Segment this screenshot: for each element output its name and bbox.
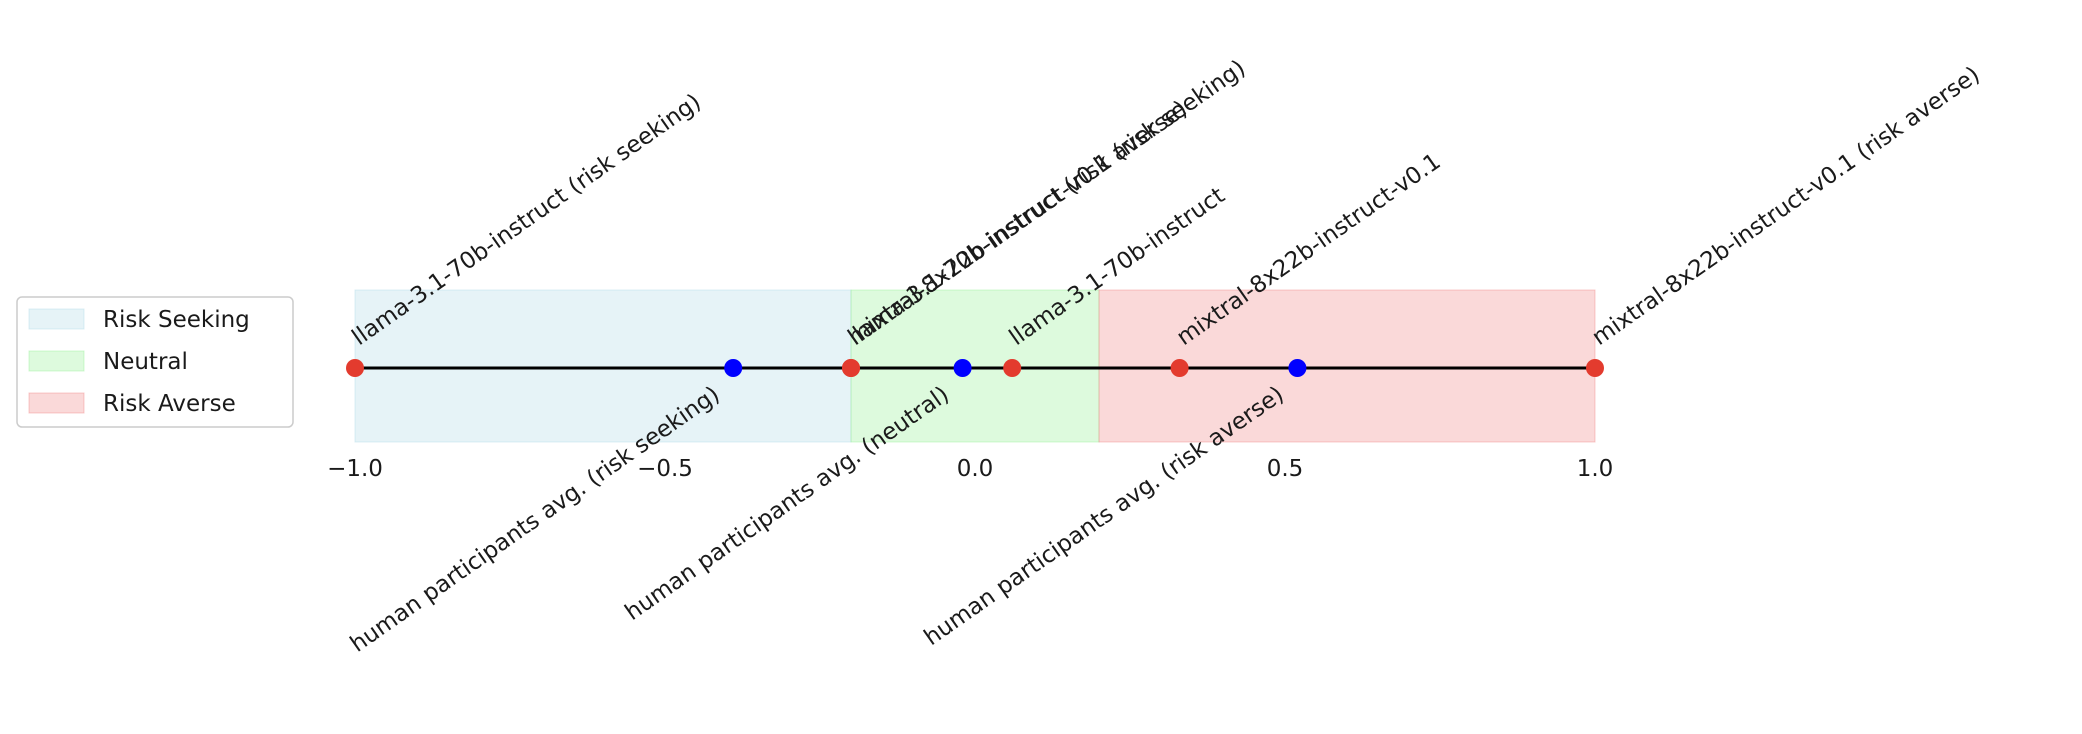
legend-label: Neutral xyxy=(103,349,188,375)
region xyxy=(850,289,1100,443)
legend-label: Risk Averse xyxy=(103,391,236,417)
region xyxy=(354,289,852,443)
x-tick-label: 0.0 xyxy=(957,456,994,482)
legend: Risk Seeking Neutral Risk Averse xyxy=(16,296,294,428)
regions xyxy=(354,289,1596,443)
point xyxy=(953,359,972,377)
point xyxy=(724,359,743,377)
point xyxy=(1170,359,1189,377)
legend-swatch xyxy=(28,392,85,414)
point xyxy=(1288,359,1307,377)
point xyxy=(842,359,860,377)
legend-swatch xyxy=(28,308,85,330)
point xyxy=(1586,359,1604,377)
x-tick-label: 0.5 xyxy=(1267,456,1304,482)
legend-swatch xyxy=(28,350,85,372)
x-tick-label: −1.0 xyxy=(327,456,383,482)
x-tick-label: 1.0 xyxy=(1577,456,1614,482)
point-label: mixtral-8x22b-instruct-v0.1 (risk averse… xyxy=(1588,62,1985,351)
x-tick-label: −0.5 xyxy=(637,456,693,482)
legend-box xyxy=(16,296,294,428)
legend-label: Risk Seeking xyxy=(103,307,250,333)
point xyxy=(1003,359,1022,377)
point xyxy=(346,359,364,377)
